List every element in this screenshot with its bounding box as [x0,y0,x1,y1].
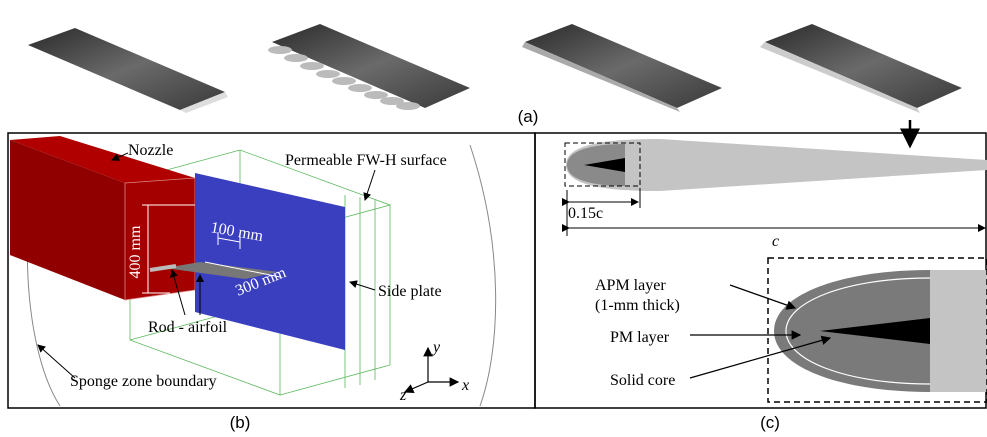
line [280,365,390,395]
line [350,282,375,290]
axis-triad [405,348,458,392]
line [730,285,795,308]
annotation: APM layer [595,277,666,294]
wing [765,24,962,108]
shape [316,70,340,78]
annotation: Rod - airfoil [148,319,228,336]
dimension-label: 0.15c [568,205,603,222]
annotation: (1-mm thick) [595,297,680,314]
annotation: Sponge zone boundary [70,373,217,390]
annotation: PM layer [610,329,670,346]
annotation: Side plate [378,283,442,300]
annotation: Solid core [610,372,675,389]
line [405,382,428,392]
page: (a) Nozzle Permeable FW-H surface 100 mm… [0,0,987,437]
setup-3d [10,136,496,406]
axis-label: x [461,377,469,394]
shape [268,46,292,54]
dimension-label: c [772,233,779,250]
shape [332,77,356,85]
panel-label: (c) [760,413,780,432]
panel-label: (b) [230,413,251,432]
axis-label: y [431,339,441,356]
dimension-label: 400 mm [127,225,144,278]
airfoil-profile [566,139,987,191]
wings [28,24,962,113]
shape [364,91,388,99]
airfoil-body [930,270,987,392]
sponge-boundary [470,145,496,406]
axis-label: z [399,387,407,404]
shape [284,54,308,62]
airfoil-section [565,139,987,402]
shape [348,84,372,92]
annotation: Nozzle [128,142,173,159]
annotation: Permeable FW-H surface [285,152,447,169]
figure: (a) Nozzle Permeable FW-H surface 100 mm… [0,0,987,437]
line [365,170,375,200]
wing [28,28,225,110]
wing [525,24,722,108]
panel-label: (a) [518,107,539,126]
shape [300,62,324,70]
shape [396,102,420,110]
